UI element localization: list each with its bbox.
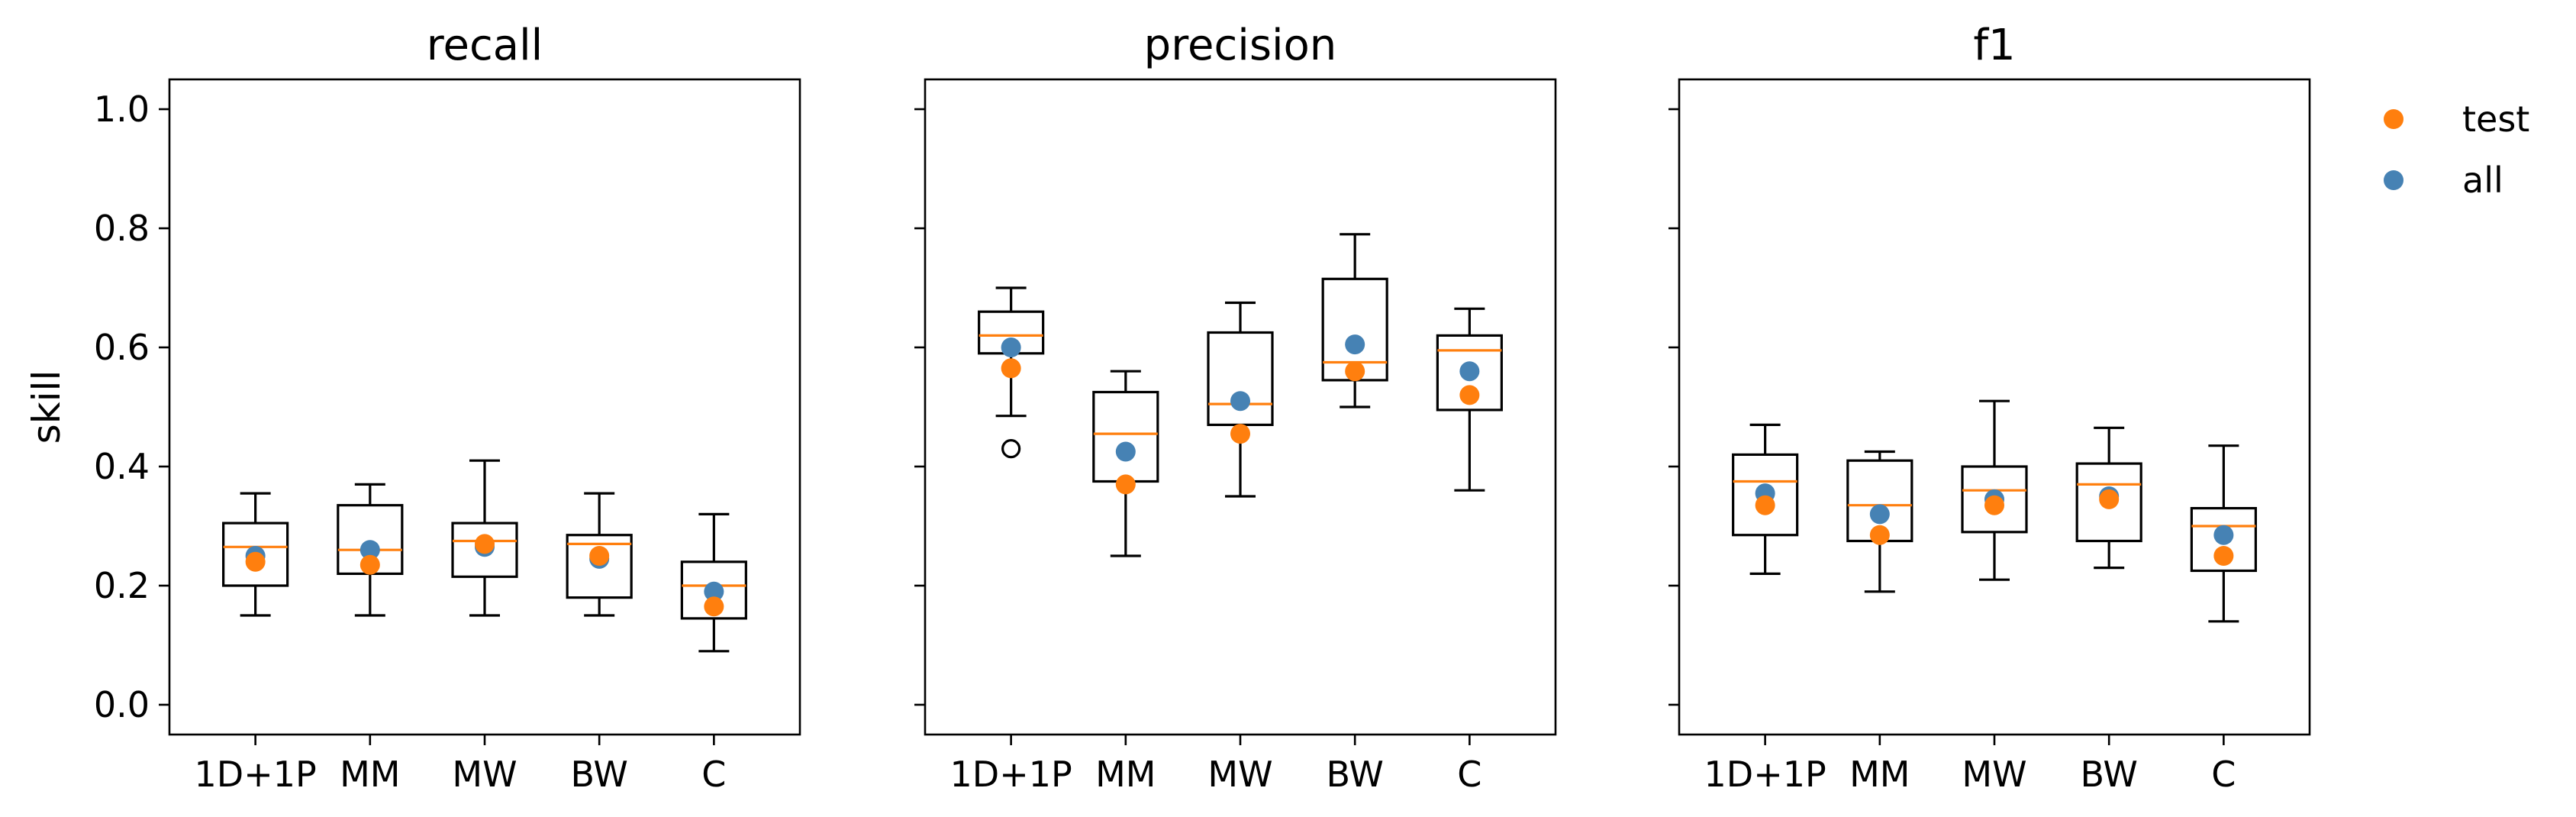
point-test — [245, 551, 266, 572]
x-tick-label: BW — [570, 754, 627, 795]
x-tick-label: MM — [340, 754, 400, 795]
point-test — [475, 534, 495, 554]
legend-label-all: all — [2462, 160, 2503, 201]
point-all — [1230, 391, 1250, 412]
y-tick-label: 0.4 — [94, 446, 150, 487]
box-1D+1P — [1732, 423, 1799, 576]
box-C — [1436, 307, 1503, 492]
iqr-box — [2190, 506, 2257, 573]
flier-point — [1001, 438, 1021, 459]
y-tick-label: 0.6 — [94, 327, 150, 368]
point-test — [1001, 358, 1021, 379]
panel-title: f1 — [1973, 21, 2015, 70]
point-all — [1869, 504, 1890, 525]
point-all — [704, 581, 724, 602]
point-test — [1984, 495, 2004, 515]
point-all — [1345, 334, 1365, 355]
x-tick-label: C — [1457, 754, 1481, 795]
x-tick-label: MM — [1095, 754, 1156, 795]
iqr-box — [451, 522, 518, 578]
point-all — [1001, 337, 1021, 357]
x-tick-label: 1D+1P — [195, 754, 317, 795]
point-test — [359, 554, 380, 575]
x-tick-label: BW — [2080, 754, 2137, 795]
point-all — [1459, 361, 1480, 382]
legend-marker-test — [2384, 109, 2404, 129]
panel-f1: f1 1D+1P MM MW BW C — [1668, 21, 2311, 795]
panel-title: precision — [1144, 21, 1337, 70]
legend-marker-all — [2384, 170, 2404, 190]
iqr-box — [1207, 331, 1274, 427]
x-tick-label: C — [701, 754, 726, 795]
box-BW — [2075, 426, 2142, 570]
panel-precision: precision 1D+1P MM MW BW C — [914, 21, 1557, 795]
point-test — [1345, 361, 1365, 382]
x-tick-label: C — [2211, 754, 2236, 795]
point-test — [1115, 474, 1136, 495]
y-tick-label: 0.2 — [94, 565, 150, 606]
x-tick-label: MM — [1849, 754, 1910, 795]
box-1D+1P — [222, 492, 289, 617]
y-tick-label: 0.8 — [94, 208, 150, 249]
point-test — [1869, 525, 1890, 545]
panel-recall: recall skill 0.0 0.2 0.4 0.6 0.8 1.0 1D+1P MM MW BW… — [24, 21, 801, 795]
plot-frame — [168, 78, 801, 736]
x-tick-label: 1D+1P — [1704, 754, 1826, 795]
point-test — [1459, 385, 1480, 405]
panel-title: recall — [427, 21, 543, 70]
iqr-box — [1092, 390, 1159, 483]
y-tick-label: 0.0 — [94, 684, 150, 725]
y-tick-label: 1.0 — [94, 89, 150, 130]
point-test — [2099, 489, 2120, 509]
x-tick-label: 1D+1P — [950, 754, 1072, 795]
point-test — [589, 546, 610, 566]
point-test — [2213, 546, 2234, 566]
point-test — [1230, 424, 1250, 444]
x-tick-label: MW — [452, 754, 517, 795]
iqr-box — [1436, 334, 1503, 412]
panels: recall skill 0.0 0.2 0.4 0.6 0.8 1.0 1D+1P MM MW BW… — [24, 21, 2311, 795]
legend-label-test: test — [2462, 98, 2529, 140]
point-test — [1755, 495, 1775, 515]
iqr-box — [2075, 462, 2142, 543]
iqr-box — [1732, 453, 1799, 537]
x-tick-label: BW — [1326, 754, 1383, 795]
iqr-box — [1961, 465, 2028, 534]
point-all — [2213, 525, 2234, 545]
iqr-box — [680, 560, 747, 620]
y-axis-label: skill — [24, 370, 69, 444]
box-MM — [1092, 370, 1159, 557]
iqr-box — [566, 534, 633, 599]
legend: test all — [2384, 98, 2529, 201]
point-test — [704, 596, 724, 617]
box-BW — [566, 492, 633, 617]
iqr-box — [222, 522, 289, 587]
x-tick-label: MW — [1962, 754, 2026, 795]
x-tick-label: MW — [1207, 754, 1272, 795]
point-all — [1115, 441, 1136, 462]
point-all — [359, 540, 380, 560]
